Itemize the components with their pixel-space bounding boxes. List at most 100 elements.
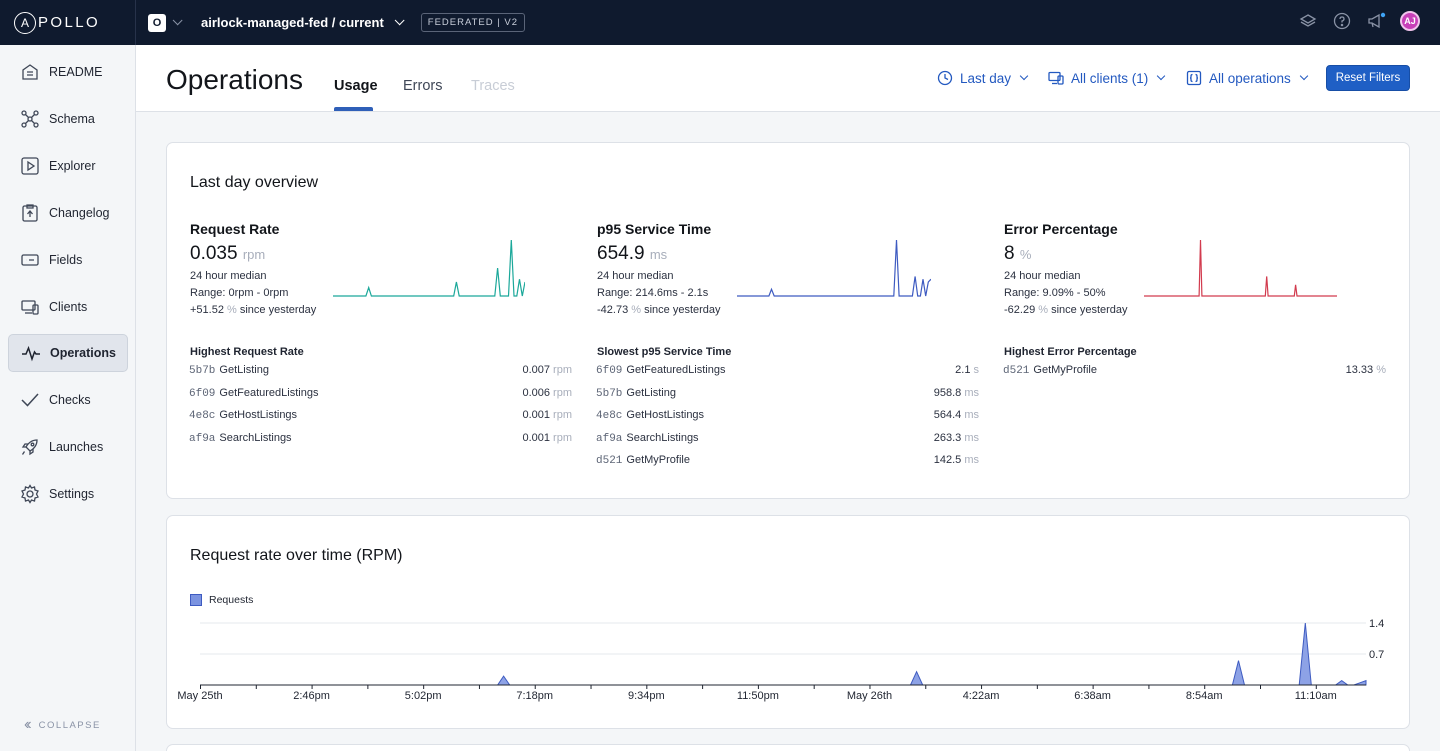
sparkline-path	[737, 239, 931, 297]
avatar[interactable]: AJ	[1400, 11, 1420, 31]
metric-value: 0.035 rpm	[190, 243, 570, 265]
reset-filters-button[interactable]: Reset Filters	[1326, 65, 1410, 91]
operation-row[interactable]: 5b7b GetListing 0.007 rpm	[189, 364, 572, 382]
operation-hash: 5b7b	[189, 365, 216, 377]
operation-row[interactable]: af9a SearchListings 0.001 rpm	[189, 432, 572, 450]
operation-name: GetMyProfile	[626, 454, 690, 466]
time-filter-label: Last day	[960, 70, 1012, 86]
x-tick-label: 2:46pm	[293, 690, 330, 702]
operation-row[interactable]: af9a SearchListings 263.3 ms	[596, 432, 979, 450]
operation-row[interactable]: d521 GetMyProfile 13.33 %	[1003, 364, 1386, 382]
metric-value: 654.9 ms	[597, 243, 977, 265]
p95-sparkline	[737, 239, 931, 297]
operation-value: 0.007 rpm	[522, 364, 572, 376]
sidebar-item-settings[interactable]: Settings	[8, 475, 128, 513]
operation-hash: af9a	[596, 432, 623, 445]
operation-value-number: 0.001	[522, 431, 550, 444]
error-percentage-sparkline	[1144, 239, 1337, 297]
checks-icon	[21, 393, 39, 407]
time-filter[interactable]: Last day	[937, 70, 1029, 86]
operation-row[interactable]: 6f09 GetFeaturedListings 0.006 rpm	[189, 387, 572, 405]
sidebar-item-label: Launches	[49, 440, 104, 454]
help-icon[interactable]	[1332, 11, 1352, 31]
sidebar-item-clients[interactable]: Clients	[8, 288, 128, 326]
operation-row[interactable]: d521 GetMyProfile 142.5 ms	[596, 454, 979, 472]
change-unit: %	[227, 304, 237, 316]
operation-value-unit: ms	[964, 431, 979, 444]
operation-value-number: 564.4	[933, 409, 962, 421]
operation-row[interactable]: 4e8c GetHostListings 564.4 ms	[596, 409, 979, 427]
layers-icon[interactable]	[1298, 11, 1318, 31]
tab-errors[interactable]: Errors	[403, 78, 443, 94]
apollo-logo[interactable]: A POLLO	[14, 11, 101, 34]
request-chart-title: Request rate over time (RPM)	[190, 547, 403, 564]
operation-value: 142.5 ms	[934, 454, 979, 466]
operations-filter-label: All operations	[1209, 70, 1291, 86]
overview-title: Last day overview	[190, 174, 319, 191]
top-bar: A POLLO O airlock-managed-fed / current F…	[0, 0, 1440, 45]
sidebar-item-label: Checks	[49, 393, 91, 407]
sidebar-item-operations[interactable]: Operations	[8, 334, 128, 372]
operation-value-number: 13.33	[1345, 364, 1374, 376]
x-tick-label: 6:38am	[1074, 690, 1111, 702]
metric-unit: rpm	[242, 247, 266, 262]
change-suffix: since yesterday	[239, 304, 317, 316]
metric-median-label: 24 hour median	[597, 270, 674, 282]
metric-title: p95 Service Time	[597, 221, 712, 237]
metric-median-label: 24 hour median	[190, 270, 267, 282]
x-tick-label: 11:10am	[1295, 690, 1337, 702]
operation-value-unit: rpm	[553, 409, 572, 421]
operation-row[interactable]: 6f09 GetFeaturedListings 2.1 s	[596, 364, 979, 382]
metric-change: +51.52 % since yesterday	[190, 304, 570, 316]
request-rate-chart: 1.4 0.7 May 25th 2:46pm 5:02pm 7:18pm 9:34pm 11…	[177, 618, 1384, 702]
metric-value-number: 654.9	[597, 243, 645, 264]
sidebar-item-explorer[interactable]: Explorer	[8, 147, 128, 185]
operation-row[interactable]: 5b7b GetListing 958.8 ms	[596, 387, 979, 405]
clients-filter[interactable]: All clients (1)	[1048, 70, 1166, 86]
chart-legend[interactable]: Requests	[190, 594, 253, 606]
chevron-down-icon	[394, 15, 405, 26]
metric-range: Range: 0rpm - 0rpm	[190, 287, 289, 299]
readme-icon	[22, 64, 38, 80]
operation-value: 13.33 %	[1346, 364, 1386, 376]
chevron-down-icon[interactable]	[172, 15, 183, 26]
change-unit: %	[631, 304, 642, 316]
operation-row[interactable]: 4e8c GetHostListings 0.001 rpm	[189, 409, 572, 427]
logo-text: POLLO	[38, 14, 101, 31]
x-tick-label: 8:54am	[1186, 690, 1223, 702]
change-value: +51.52	[190, 304, 224, 316]
next-card	[166, 744, 1410, 751]
federated-badge: FEDERATED | V2	[420, 13, 525, 32]
operations-icon	[22, 345, 40, 362]
sidebar-item-changelog[interactable]: Changelog	[8, 194, 128, 232]
legend-swatch	[190, 594, 202, 606]
x-tick-label: May 26th	[847, 690, 892, 702]
sidebar-item-launches[interactable]: Launches	[8, 428, 128, 466]
metric-change: -42.73 % since yesterday	[597, 304, 977, 316]
operation-hash: 4e8c	[189, 410, 216, 422]
sidebar-item-fields[interactable]: Fields	[8, 241, 128, 279]
fields-icon	[21, 254, 39, 266]
collapse-button[interactable]: ‹‹ COLLAPSE	[24, 716, 101, 734]
change-value: -62.29	[1004, 304, 1036, 316]
graph-switcher[interactable]: airlock-managed-fed / current	[201, 15, 405, 30]
tab-usage[interactable]: Usage	[334, 78, 378, 94]
org-switcher[interactable]: O	[148, 13, 166, 32]
page-header: Operations Usage Errors Traces Last day …	[136, 45, 1440, 112]
highest-request-rate-title: Highest Request Rate	[190, 346, 304, 358]
sidebar-item-checks[interactable]: Checks	[8, 381, 128, 419]
operation-value-number: 2.1	[955, 364, 971, 376]
operation-value-number: 958.8	[933, 386, 962, 399]
x-tick-label: 11:50pm	[737, 690, 779, 702]
operation-hash: 4e8c	[596, 410, 623, 422]
sidebar-item-schema[interactable]: Schema	[8, 100, 128, 138]
metric-value: 8 %	[1004, 243, 1384, 265]
operations-filter[interactable]: All operations	[1186, 70, 1309, 86]
operation-value: 958.8 ms	[934, 387, 979, 399]
sidebar-item-readme[interactable]: README	[8, 53, 128, 91]
sidebar-item-label: Fields	[49, 253, 83, 267]
announcement-icon[interactable]	[1366, 11, 1386, 31]
metric-title: Error Percentage	[1004, 221, 1118, 237]
clock-icon	[937, 70, 953, 86]
operation-name: GetHostListings	[626, 409, 705, 421]
